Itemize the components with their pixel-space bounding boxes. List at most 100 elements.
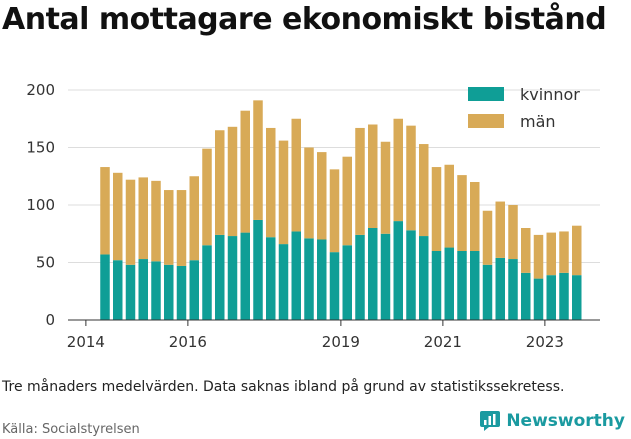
bar-man — [342, 156, 352, 246]
bar-kvinnor — [266, 237, 276, 320]
bar-kvinnor — [559, 272, 569, 320]
bar-man — [227, 126, 238, 237]
bar-kvinnor — [533, 278, 544, 320]
legend-label: kvinnor — [520, 85, 580, 104]
bar-kvinnor — [202, 245, 212, 320]
bar-man — [355, 127, 365, 235]
bar-man — [559, 231, 569, 273]
bar-man — [138, 177, 148, 260]
bar-man — [508, 205, 518, 260]
x-tick-label: 2021 — [424, 333, 462, 351]
x-axis: 2014 2016 2019 2021 2023 — [67, 319, 600, 351]
bar-kvinnor — [151, 261, 161, 320]
bar-man — [368, 124, 378, 228]
bar-kvinnor — [317, 239, 327, 320]
bar-kvinnor — [176, 265, 187, 320]
bar-man — [457, 175, 467, 251]
x-tick-label: 2014 — [67, 333, 105, 351]
bar-man — [266, 127, 276, 238]
bar-man — [202, 148, 212, 246]
bar-man — [380, 141, 391, 234]
bar-man — [291, 118, 301, 232]
bar-man — [304, 147, 314, 239]
bars — [100, 100, 582, 320]
y-axis-ticks: 0 50 100 150 200 — [26, 81, 55, 329]
bar-kvinnor — [215, 234, 225, 320]
bar-kvinnor — [546, 275, 556, 320]
bar-man — [419, 144, 429, 237]
bar-chart: 0 50 100 150 200 2014 2016 2019 2021 2023 kvinno… — [26, 81, 600, 351]
y-tick-label: 50 — [36, 254, 55, 272]
bar-man — [176, 190, 187, 266]
footnote: Tre månaders medelvärden. Data saknas ib… — [2, 379, 565, 395]
y-tick-label: 150 — [26, 139, 55, 157]
bar-kvinnor — [138, 259, 148, 320]
bar-kvinnor — [100, 254, 110, 320]
bar-man — [240, 110, 250, 233]
bar-kvinnor — [113, 260, 123, 320]
chart-title: Antal mottagare ekonomiskt bistånd — [2, 2, 607, 37]
bar-kvinnor — [342, 245, 352, 320]
bar-kvinnor — [164, 264, 174, 320]
x-tick-label: 2023 — [526, 333, 564, 351]
bar-man — [470, 182, 480, 251]
bar-man — [482, 210, 493, 265]
bar-man — [406, 125, 416, 231]
bar-kvinnor — [431, 251, 442, 320]
bar-kvinnor — [521, 272, 531, 320]
y-tick-label: 100 — [26, 196, 55, 214]
bar-kvinnor — [355, 234, 365, 320]
bar-man — [100, 167, 110, 255]
brand-name: Newsworthy — [506, 411, 625, 431]
bar-man — [113, 172, 123, 261]
bar-kvinnor — [278, 244, 289, 320]
bar-kvinnor — [393, 221, 403, 320]
bar-kvinnor — [380, 233, 391, 320]
bar-kvinnor — [291, 231, 301, 320]
legend-swatch — [468, 87, 504, 101]
bar-kvinnor — [368, 228, 378, 320]
bar-man — [151, 180, 161, 262]
bar-kvinnor — [304, 238, 314, 320]
bar-kvinnor — [508, 259, 518, 320]
bar-kvinnor — [329, 252, 340, 320]
bar-man — [546, 232, 556, 276]
bar-man — [495, 201, 505, 258]
bar-kvinnor — [419, 236, 429, 320]
legend-label: män — [520, 112, 556, 131]
bar-kvinnor — [240, 232, 250, 320]
x-tick-label: 2019 — [322, 333, 360, 351]
bar-kvinnor — [125, 264, 136, 320]
bar-kvinnor — [227, 236, 238, 320]
bar-man — [393, 118, 403, 222]
x-tick-label: 2016 — [169, 333, 207, 351]
y-tick-label: 200 — [26, 81, 55, 99]
bar-man — [317, 152, 327, 240]
bar-kvinnor — [406, 230, 416, 320]
newsworthy-logo-icon — [480, 411, 501, 431]
bar-man — [215, 130, 225, 235]
bar-kvinnor — [253, 219, 263, 320]
bar-kvinnor — [444, 247, 454, 320]
bar-kvinnor — [495, 257, 505, 320]
bar-kvinnor — [189, 260, 199, 320]
bar-kvinnor — [457, 251, 467, 320]
source-text: Källa: Socialstyrelsen — [2, 422, 140, 437]
bar-man — [189, 176, 199, 261]
brand-logo[interactable]: Newsworthy — [479, 410, 625, 432]
bar-kvinnor — [470, 251, 480, 320]
legend: kvinnor män — [468, 85, 580, 131]
bar-kvinnor — [482, 264, 493, 320]
y-tick-label: 0 — [45, 311, 55, 329]
bar-man — [444, 164, 454, 248]
bar-man — [329, 169, 340, 253]
bar-man — [521, 228, 531, 273]
bar-man — [533, 234, 544, 279]
bar-man — [125, 179, 136, 265]
bar-man — [253, 100, 263, 220]
bar-man — [164, 190, 174, 265]
bar-man — [278, 140, 289, 245]
bar-kvinnor — [572, 275, 582, 320]
bar-man — [431, 167, 442, 251]
bar-man — [572, 225, 582, 276]
